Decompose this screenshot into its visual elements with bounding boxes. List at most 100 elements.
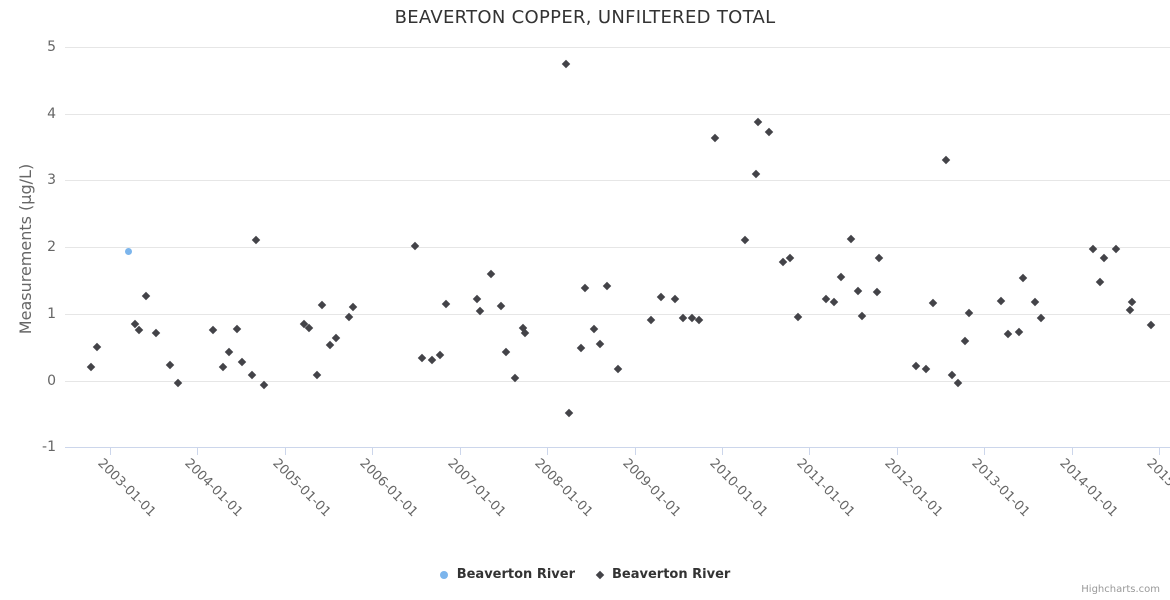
data-point-diamond[interactable] bbox=[134, 326, 144, 335]
y-gridline bbox=[65, 113, 1170, 115]
data-point-diamond[interactable] bbox=[874, 253, 884, 263]
y-gridline bbox=[65, 380, 1170, 382]
data-point-diamond[interactable] bbox=[428, 356, 437, 365]
data-point-diamond[interactable] bbox=[922, 364, 931, 374]
data-point-diamond[interactable] bbox=[613, 364, 623, 374]
data-point-diamond[interactable] bbox=[836, 272, 846, 282]
data-point-diamond[interactable] bbox=[753, 118, 763, 127]
data-point-diamond[interactable] bbox=[1030, 297, 1040, 307]
data-point-diamond[interactable] bbox=[1146, 320, 1156, 330]
data-point-diamond[interactable] bbox=[947, 370, 956, 380]
data-point-diamond[interactable] bbox=[313, 370, 322, 380]
data-point-diamond[interactable] bbox=[237, 358, 247, 367]
data-point-diamond[interactable] bbox=[165, 360, 175, 370]
data-point-circle[interactable] bbox=[125, 248, 133, 256]
data-point-diamond[interactable] bbox=[656, 292, 666, 302]
x-tick-label: 2006-01-01 bbox=[356, 456, 421, 521]
data-point-diamond[interactable] bbox=[520, 328, 530, 338]
data-point-diamond[interactable] bbox=[778, 258, 788, 267]
legend: Beaverton River Beaverton River bbox=[0, 567, 1170, 582]
data-point-diamond[interactable] bbox=[710, 134, 720, 143]
data-point-diamond[interactable] bbox=[410, 242, 420, 251]
data-point-diamond[interactable] bbox=[872, 287, 881, 297]
data-point-diamond[interactable] bbox=[1003, 329, 1013, 339]
data-point-diamond[interactable] bbox=[259, 380, 268, 390]
data-point-diamond[interactable] bbox=[854, 286, 863, 296]
x-tick-mark bbox=[110, 447, 111, 456]
data-point-diamond[interactable] bbox=[141, 291, 151, 301]
x-tick-mark bbox=[372, 447, 374, 456]
x-tick-mark bbox=[721, 447, 723, 456]
data-point-diamond[interactable] bbox=[1015, 328, 1024, 337]
data-point-diamond[interactable] bbox=[417, 354, 427, 363]
y-tick-label: -1 bbox=[42, 439, 56, 456]
data-point-diamond[interactable] bbox=[1036, 314, 1046, 323]
data-point-diamond[interactable] bbox=[829, 297, 839, 307]
data-point-diamond[interactable] bbox=[247, 370, 257, 380]
data-point-diamond[interactable] bbox=[496, 302, 506, 311]
legend-item-beaverton-river-circle[interactable]: Beaverton River bbox=[439, 567, 575, 582]
highcharts-credits-link[interactable]: Highcharts.com bbox=[1081, 584, 1160, 595]
y-gridline bbox=[65, 247, 1170, 249]
data-point-diamond[interactable] bbox=[580, 284, 589, 293]
x-tick-label: 2003-01-01 bbox=[94, 456, 159, 521]
data-point-diamond[interactable] bbox=[577, 343, 586, 353]
data-point-diamond[interactable] bbox=[224, 348, 234, 357]
legend-item-beaverton-river-diamond[interactable]: Beaverton River bbox=[595, 567, 730, 582]
data-point-diamond[interactable] bbox=[1019, 274, 1028, 283]
data-point-diamond[interactable] bbox=[1127, 297, 1137, 307]
data-point-diamond[interactable] bbox=[1095, 278, 1104, 287]
data-point-diamond[interactable] bbox=[305, 324, 314, 333]
x-tick-label: 2013-01-01 bbox=[968, 456, 1033, 521]
data-point-diamond[interactable] bbox=[348, 302, 358, 312]
y-tick-label: 2 bbox=[47, 239, 56, 256]
legend-label: Beaverton River bbox=[456, 567, 575, 582]
data-point-diamond[interactable] bbox=[218, 362, 227, 372]
x-tick-mark bbox=[1159, 447, 1161, 456]
data-point-diamond[interactable] bbox=[678, 314, 688, 323]
y-gridline bbox=[65, 313, 1170, 315]
data-point-diamond[interactable] bbox=[562, 60, 571, 69]
x-tick-label: 2011-01-01 bbox=[793, 456, 858, 521]
data-point-diamond[interactable] bbox=[318, 300, 327, 310]
data-point-diamond[interactable] bbox=[964, 308, 974, 318]
x-tick-label: 2015-01-01 bbox=[1143, 456, 1170, 521]
data-point-diamond[interactable] bbox=[325, 340, 334, 350]
data-point-diamond[interactable] bbox=[487, 270, 496, 279]
data-point-diamond[interactable] bbox=[595, 339, 604, 349]
data-point-diamond[interactable] bbox=[232, 324, 241, 334]
data-point-diamond[interactable] bbox=[473, 294, 482, 304]
circle-marker-icon bbox=[439, 570, 448, 579]
data-point-diamond[interactable] bbox=[208, 326, 218, 335]
data-point-diamond[interactable] bbox=[670, 294, 680, 304]
data-point-diamond[interactable] bbox=[961, 336, 970, 346]
data-point-diamond[interactable] bbox=[847, 234, 856, 244]
data-point-diamond[interactable] bbox=[564, 408, 574, 417]
data-point-diamond[interactable] bbox=[86, 362, 96, 372]
data-point-diamond[interactable] bbox=[435, 350, 444, 360]
data-point-diamond[interactable] bbox=[764, 127, 774, 136]
data-point-diamond[interactable] bbox=[1099, 253, 1109, 263]
chart-title: BEAVERTON COPPER, UNFILTERED TOTAL bbox=[394, 7, 776, 28]
data-point-diamond[interactable] bbox=[996, 296, 1006, 306]
data-point-diamond[interactable] bbox=[92, 342, 102, 352]
data-point-diamond[interactable] bbox=[332, 334, 341, 343]
data-point-diamond[interactable] bbox=[929, 298, 938, 308]
data-point-diamond[interactable] bbox=[590, 324, 599, 334]
data-point-diamond[interactable] bbox=[151, 328, 160, 338]
data-point-diamond[interactable] bbox=[502, 348, 511, 357]
data-point-diamond[interactable] bbox=[941, 156, 950, 165]
x-tick-label: 2010-01-01 bbox=[706, 456, 771, 521]
x-tick-mark bbox=[809, 447, 811, 456]
data-point-diamond[interactable] bbox=[603, 281, 612, 291]
y-tick-label: 0 bbox=[47, 372, 56, 389]
data-point-diamond[interactable] bbox=[751, 169, 761, 178]
diamond-marker-icon bbox=[595, 570, 605, 579]
data-point-diamond[interactable] bbox=[646, 316, 655, 325]
data-point-diamond[interactable] bbox=[740, 236, 749, 245]
data-point-diamond[interactable] bbox=[441, 300, 450, 309]
data-point-diamond[interactable] bbox=[694, 316, 704, 325]
data-point-diamond[interactable] bbox=[251, 236, 260, 245]
data-point-diamond[interactable] bbox=[911, 361, 921, 371]
